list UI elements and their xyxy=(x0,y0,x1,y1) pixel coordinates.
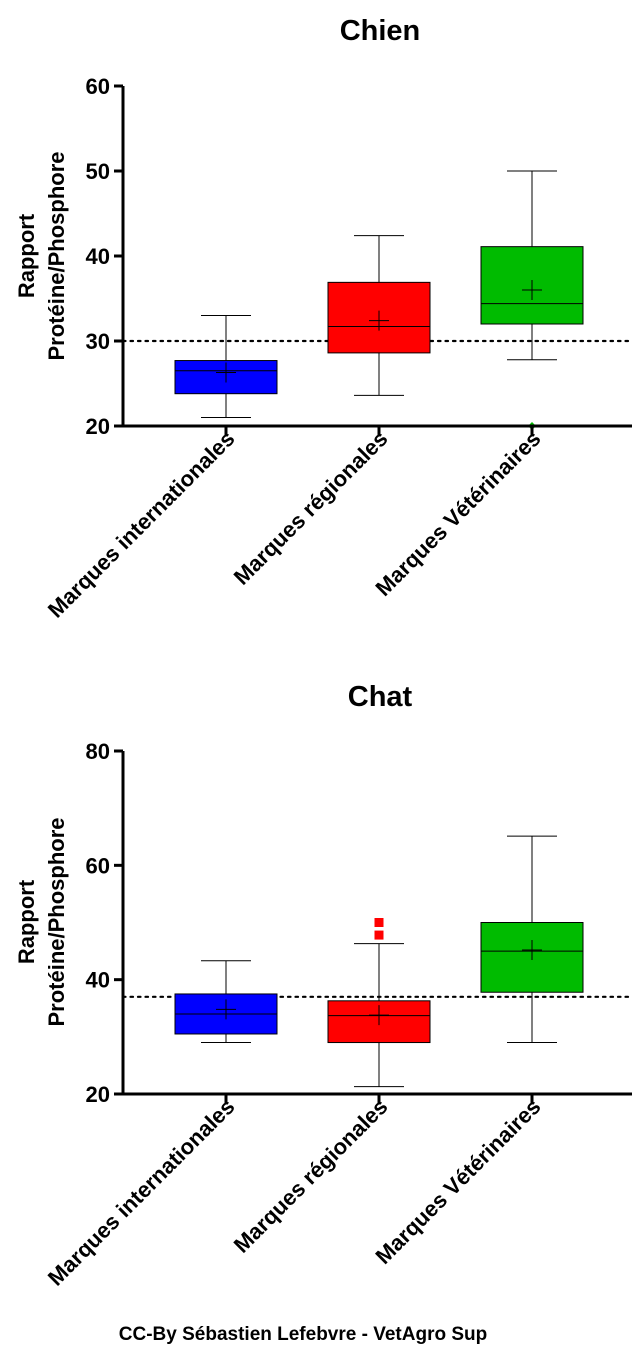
category-label: Marques Vétérinaires xyxy=(370,426,545,601)
credit-text: CC-By Sébastien Lefebvre - VetAgro Sup xyxy=(119,1324,487,1345)
y-tick-label: 40 xyxy=(86,968,110,993)
y-tick-label: 20 xyxy=(86,414,110,439)
mean-marker xyxy=(522,280,542,300)
y-tick-label: 50 xyxy=(86,159,110,184)
y-axis-label: Rapport xyxy=(14,213,39,298)
category-label: Marques internationales xyxy=(43,1094,240,1291)
y-tick-label: 80 xyxy=(86,739,110,764)
y-axis-label: Protéine/Phosphore xyxy=(44,817,69,1026)
y-tick-label: 60 xyxy=(86,853,110,878)
box-2 xyxy=(327,235,431,396)
box-3 xyxy=(480,835,584,1044)
y-tick-label: 20 xyxy=(86,1082,110,1107)
category-label: Marques Vétérinaires xyxy=(370,1094,545,1269)
y-axis-label: Protéine/Phosphore xyxy=(44,151,69,360)
box-1 xyxy=(174,960,278,1044)
box-1 xyxy=(174,315,278,418)
y-tick-label: 30 xyxy=(86,329,110,354)
mean-marker xyxy=(522,939,542,960)
box-2 xyxy=(327,918,431,1088)
category-label: Marques régionales xyxy=(229,426,393,590)
mean-marker xyxy=(216,362,236,383)
chart-chat: Chat Rapport Protéine/Phosphore 20 40 60 80 Mar… xyxy=(14,681,632,1290)
chart-title: Chien xyxy=(340,15,421,47)
y-tick-label: 60 xyxy=(86,74,110,99)
category-label: Marques régionales xyxy=(229,1094,393,1258)
y-tick-label: 40 xyxy=(86,244,110,269)
mean-marker xyxy=(216,999,236,1020)
mean-marker xyxy=(369,1005,389,1026)
y-axis-label: Rapport xyxy=(14,879,39,964)
outlier-point xyxy=(374,918,384,927)
box-3 xyxy=(480,170,584,430)
mean-marker xyxy=(369,310,389,331)
chart-title: Chat xyxy=(348,681,413,713)
outlier-point xyxy=(374,930,384,940)
category-label: Marques internationales xyxy=(43,426,240,623)
chart-chien: Chien Rapport Protéine/Phosphore 20 30 40 50 60… xyxy=(14,15,632,622)
